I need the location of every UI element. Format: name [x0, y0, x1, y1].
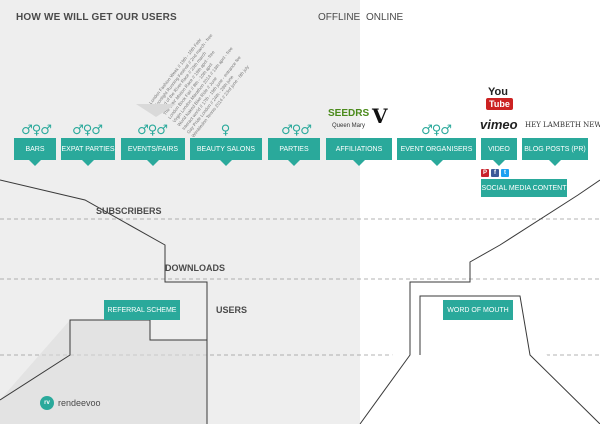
channel-video: VIDEO: [481, 138, 517, 166]
gender-icons: ♀: [220, 123, 231, 138]
pinterest-icon: P: [481, 169, 489, 177]
channel-expat-parties: EXPAT PARTIES: [61, 138, 115, 166]
word-of-mouth-tag: WORD OF MOUTH: [443, 300, 513, 320]
stage-downloads: DOWNLOADS: [165, 263, 225, 273]
brand-logo: rv rendeevoo: [40, 396, 101, 410]
brand-badge-icon: rv: [40, 396, 54, 410]
funnel-right-outline: [359, 179, 600, 424]
facebook-icon: f: [491, 169, 499, 177]
youtube-logo-you: You: [488, 86, 508, 98]
vimeo-logo: vimeo: [480, 117, 518, 132]
channel-parties: PARTIES: [268, 138, 320, 166]
channel-beauty-salons: BEAUTY SALONS: [190, 138, 262, 166]
funnel-right-inner: [419, 295, 600, 424]
referral-scheme-tag: REFERRAL SCHEME: [104, 300, 180, 320]
youtube-logo-tube: Tube: [486, 98, 513, 110]
funnel-left-inner: [0, 319, 207, 401]
offline-label: OFFLINE: [318, 12, 361, 23]
diagram-title: HOW WE WILL GET OUR USERS: [16, 12, 177, 23]
channel-event-organisers: EVENT ORGANISERS: [397, 138, 476, 166]
funnel-left-fill: [0, 320, 207, 424]
queen-mary-logo: Queen Mary: [332, 123, 366, 129]
v-logo: V: [372, 104, 388, 128]
blog-logo: HEY LAMBETH NEWS: [525, 121, 600, 129]
channel-blog-posts: BLOG POSTS (PR): [522, 138, 588, 166]
channel-affiliations: AFFILIATIONS: [326, 138, 392, 166]
stage-subscribers: SUBSCRIBERS: [96, 206, 162, 216]
channel-events-fairs: EVENTS/FAIRS: [121, 138, 185, 166]
funnel-left-outline: [0, 179, 208, 424]
brand-name: rendeevoo: [58, 398, 101, 408]
gender-icons: ♂♀♂: [421, 123, 452, 138]
seedrs-logo: SEEDRS: [328, 108, 370, 119]
stage-users: USERS: [216, 305, 248, 315]
gender-icons: ♂♀♂: [21, 123, 52, 138]
online-label: ONLINE: [366, 12, 404, 23]
twitter-icon: t: [501, 169, 509, 177]
gender-icons: ♂♀♂: [137, 123, 168, 138]
social-media-content-tag: SOCIAL MEDIA CONTENT: [481, 179, 567, 197]
gender-icons: ♂♀♂: [72, 123, 103, 138]
gender-icons: ♂♀♂: [281, 123, 312, 138]
channel-bars: BARS: [14, 138, 56, 166]
